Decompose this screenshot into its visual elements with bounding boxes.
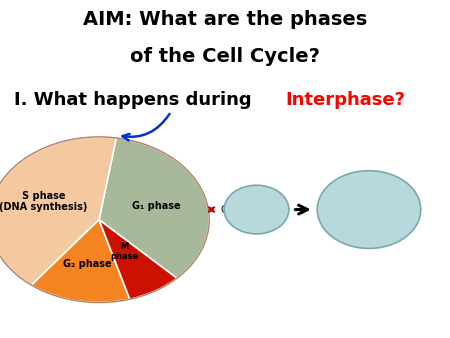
FancyArrowPatch shape (295, 205, 307, 214)
Text: M
phase: M phase (110, 242, 139, 262)
Wedge shape (0, 137, 116, 285)
Wedge shape (99, 138, 209, 278)
Text: of the Cell Cycle?: of the Cell Cycle? (130, 47, 320, 66)
Circle shape (317, 171, 421, 248)
FancyArrowPatch shape (122, 114, 170, 141)
Text: Cell: Cell (241, 202, 272, 217)
Text: Cell: Cell (351, 200, 387, 219)
Text: G₁ phase: G₁ phase (132, 201, 181, 211)
Wedge shape (32, 220, 130, 303)
Text: G₀: G₀ (220, 204, 232, 215)
Text: AIM: What are the phases: AIM: What are the phases (83, 10, 367, 29)
Text: S phase
(DNA synthesis): S phase (DNA synthesis) (0, 191, 88, 212)
Text: I. What happens during: I. What happens during (14, 91, 257, 109)
Text: Interphase?: Interphase? (286, 91, 406, 109)
Wedge shape (99, 220, 177, 299)
Text: G₂ phase: G₂ phase (63, 260, 112, 269)
Circle shape (224, 185, 289, 234)
